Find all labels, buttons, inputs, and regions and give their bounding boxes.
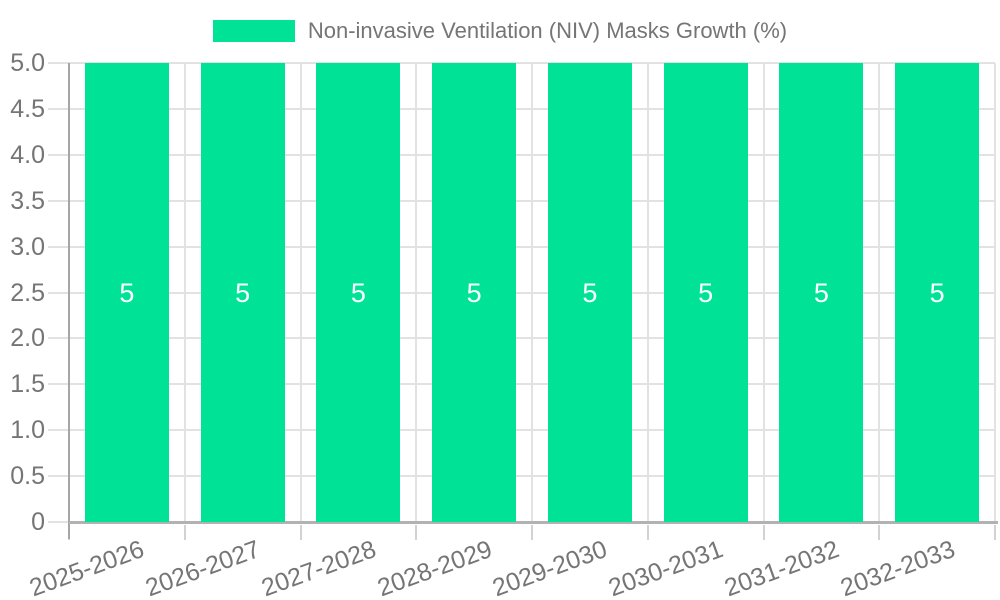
y-axis-tick-label: 2.0 — [10, 324, 45, 353]
y-gridline — [48, 107, 995, 110]
bar-value-label: 5 — [813, 277, 829, 308]
plot-area: 0 0.5 1.0 1.5 2.0 2.5 3.0 3.5 4.0 4.5 5.0 5 5 5 5 5 5 5 5 2… — [10, 50, 998, 600]
bar-value-label: 5 — [698, 277, 714, 308]
bar[interactable] — [84, 63, 169, 522]
bar[interactable] — [895, 63, 980, 522]
y-gridline — [48, 383, 995, 386]
y-axis-line — [68, 63, 70, 539]
x-gridline — [531, 63, 533, 522]
x-axis-line — [69, 521, 998, 524]
x-axis-category-label: 2029-2030 — [489, 535, 612, 600]
bar-value-label: 5 — [929, 277, 945, 308]
x-gridline — [994, 63, 996, 522]
x-gridline — [646, 63, 649, 522]
y-gridline — [48, 337, 995, 340]
x-axis-tick — [183, 525, 186, 540]
x-axis-category-label: 2026-2027 — [141, 535, 264, 600]
bar[interactable] — [316, 63, 401, 522]
y-axis-tick-label: 1.0 — [10, 416, 45, 445]
x-axis-category-label: 2031-2032 — [720, 535, 843, 600]
x-gridline — [415, 63, 418, 522]
y-gridline — [48, 245, 995, 248]
bar-value-label: 5 — [350, 277, 366, 308]
x-axis-category-label: 2032-2033 — [836, 535, 959, 600]
x-axis-tick — [994, 525, 996, 540]
bar[interactable] — [200, 63, 285, 522]
x-axis-tick — [415, 525, 418, 540]
y-axis-tick-label: 1.5 — [10, 370, 45, 399]
y-axis-tick-label: 4.5 — [10, 94, 45, 123]
y-axis-tick-label: 3.0 — [10, 232, 45, 261]
x-gridline — [762, 63, 765, 522]
x-axis-tick — [531, 525, 533, 540]
bar-value-label: 5 — [466, 277, 482, 308]
y-gridline — [48, 153, 995, 156]
legend-swatch-icon — [212, 20, 295, 42]
x-axis-category-label: 2025-2026 — [26, 535, 149, 600]
x-gridline — [183, 63, 186, 522]
y-axis-tick-label: 2.5 — [10, 278, 45, 307]
x-gridline — [878, 63, 881, 522]
bar[interactable] — [432, 63, 517, 522]
y-gridline — [48, 291, 995, 294]
y-axis-tick-label: 0.5 — [10, 462, 45, 491]
x-gridline — [299, 63, 302, 522]
y-gridline — [48, 429, 995, 432]
y-axis-tick-label: 4.0 — [10, 140, 45, 169]
legend-series-label: Non-invasive Ventilation (NIV) Masks Gro… — [307, 18, 788, 43]
y-gridline — [48, 475, 995, 478]
x-axis-tick — [299, 525, 302, 540]
x-axis-category-label: 2030-2031 — [604, 535, 727, 600]
bar[interactable] — [779, 63, 864, 522]
y-axis-tick-label: 3.5 — [10, 186, 45, 215]
y-gridline — [48, 199, 995, 202]
y-axis-tick-label: 0 — [31, 508, 45, 536]
bar-value-label: 5 — [235, 277, 251, 308]
bar-value-label: 5 — [582, 277, 598, 308]
bar[interactable] — [663, 63, 748, 522]
x-axis-tick — [878, 525, 881, 540]
bar[interactable] — [547, 63, 632, 522]
chart-legend[interactable]: Non-invasive Ventilation (NIV) Masks Gro… — [0, 17, 1000, 45]
y-axis-tick-label: 5.0 — [10, 49, 45, 77]
x-axis-category-label: 2028-2029 — [373, 535, 496, 600]
x-axis-tick — [646, 525, 649, 540]
y-gridline — [48, 62, 995, 64]
x-axis-category-label: 2027-2028 — [257, 535, 380, 600]
bar-value-label: 5 — [119, 277, 135, 308]
x-axis-tick — [762, 525, 765, 540]
